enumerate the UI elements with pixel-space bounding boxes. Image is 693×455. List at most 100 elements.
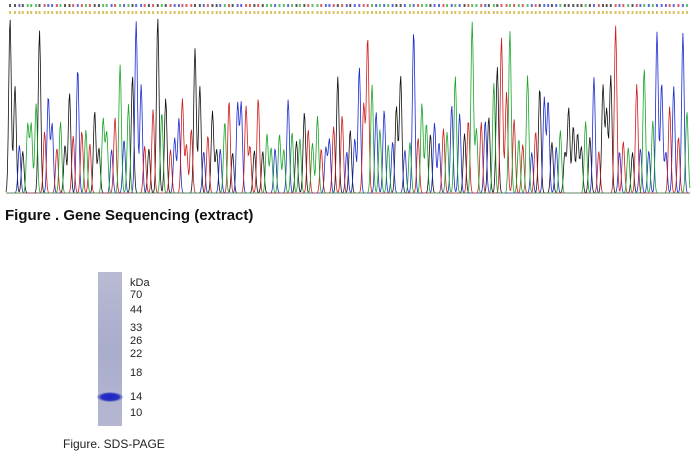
base-call: [245, 4, 248, 7]
base-call: [231, 4, 234, 7]
base-call: [64, 4, 67, 7]
base-call: [505, 4, 508, 7]
base-call: [500, 11, 503, 14]
base-call: [287, 11, 290, 14]
base-call: [454, 4, 457, 7]
base-call: [664, 11, 667, 14]
gel-lane: [98, 272, 122, 426]
base-call: [97, 11, 100, 14]
base-call: [475, 11, 478, 14]
base-call: [655, 11, 658, 14]
base-call: [59, 4, 62, 7]
base-call: [324, 4, 327, 7]
base-call: [26, 4, 29, 7]
base-call: [298, 4, 301, 7]
base-call: [143, 4, 146, 7]
base-call: [492, 11, 495, 14]
base-call: [173, 11, 176, 14]
base-call: [526, 11, 529, 14]
base-call: [530, 4, 533, 7]
base-call: [408, 4, 411, 7]
base-call: [371, 4, 374, 7]
base-call: [534, 4, 537, 7]
base-call: [668, 4, 671, 7]
base-call: [198, 11, 201, 14]
chromatogram: [5, 4, 691, 194]
base-call: [84, 4, 87, 7]
base-call: [47, 11, 50, 14]
base-call: [412, 4, 415, 7]
base-call: [672, 4, 675, 7]
sequencing-caption: Figure . Gene Sequencing (extract): [5, 207, 254, 224]
base-call: [685, 4, 688, 7]
base-call: [236, 11, 239, 14]
base-call: [102, 11, 105, 14]
base-call: [521, 4, 524, 7]
marker-label: 33: [130, 322, 142, 334]
base-call: [446, 4, 449, 7]
base-call: [320, 4, 323, 7]
base-call: [123, 4, 126, 7]
base-call: [442, 11, 445, 14]
base-call: [580, 11, 583, 14]
marker-label: 44: [130, 304, 142, 316]
base-call: [391, 4, 394, 7]
base-call: [588, 11, 591, 14]
base-call: [458, 4, 461, 7]
base-call: [274, 11, 277, 14]
base-call: [484, 11, 487, 14]
base-call: [353, 11, 356, 14]
marker-label: 70: [130, 289, 142, 301]
base-call: [563, 11, 566, 14]
base-call: [584, 4, 587, 7]
base-call: [156, 11, 159, 14]
base-call: [311, 11, 314, 14]
base-call: [114, 4, 117, 7]
base-call: [353, 4, 356, 7]
base-call: [508, 11, 511, 14]
base-call: [635, 11, 638, 14]
base-call: [592, 11, 595, 14]
base-call: [177, 4, 180, 7]
base-call: [140, 11, 143, 14]
base-call: [420, 11, 423, 14]
base-call: [543, 11, 546, 14]
base-call: [496, 4, 499, 7]
base-call: [555, 11, 558, 14]
base-call: [417, 4, 420, 7]
base-call: [177, 11, 180, 14]
marker-label: 26: [130, 335, 142, 347]
base-call: [193, 4, 196, 7]
base-call: [550, 4, 553, 7]
base-call: [9, 11, 12, 14]
base-call: [160, 11, 163, 14]
base-call: [345, 11, 348, 14]
base-call: [307, 11, 310, 14]
base-call: [76, 11, 79, 14]
base-call: [375, 11, 378, 14]
base-call: [320, 11, 323, 14]
base-call: [253, 11, 256, 14]
base-call: [219, 11, 222, 14]
base-call: [403, 4, 406, 7]
base-call: [164, 11, 167, 14]
base-call: [471, 11, 474, 14]
base-call: [253, 4, 256, 7]
base-call: [530, 11, 533, 14]
base-call: [547, 4, 550, 7]
base-call: [391, 11, 394, 14]
base-call: [395, 4, 398, 7]
base-call: [147, 11, 150, 14]
base-call: [375, 4, 378, 7]
base-call: [681, 11, 684, 14]
base-call: [248, 4, 251, 7]
base-call: [647, 4, 650, 7]
base-call: [567, 4, 570, 7]
base-call: [80, 4, 83, 7]
base-call: [647, 11, 650, 14]
base-call: [597, 11, 600, 14]
base-call: [303, 4, 306, 7]
base-call: [13, 4, 16, 7]
base-call: [614, 11, 617, 14]
base-call: [433, 11, 436, 14]
